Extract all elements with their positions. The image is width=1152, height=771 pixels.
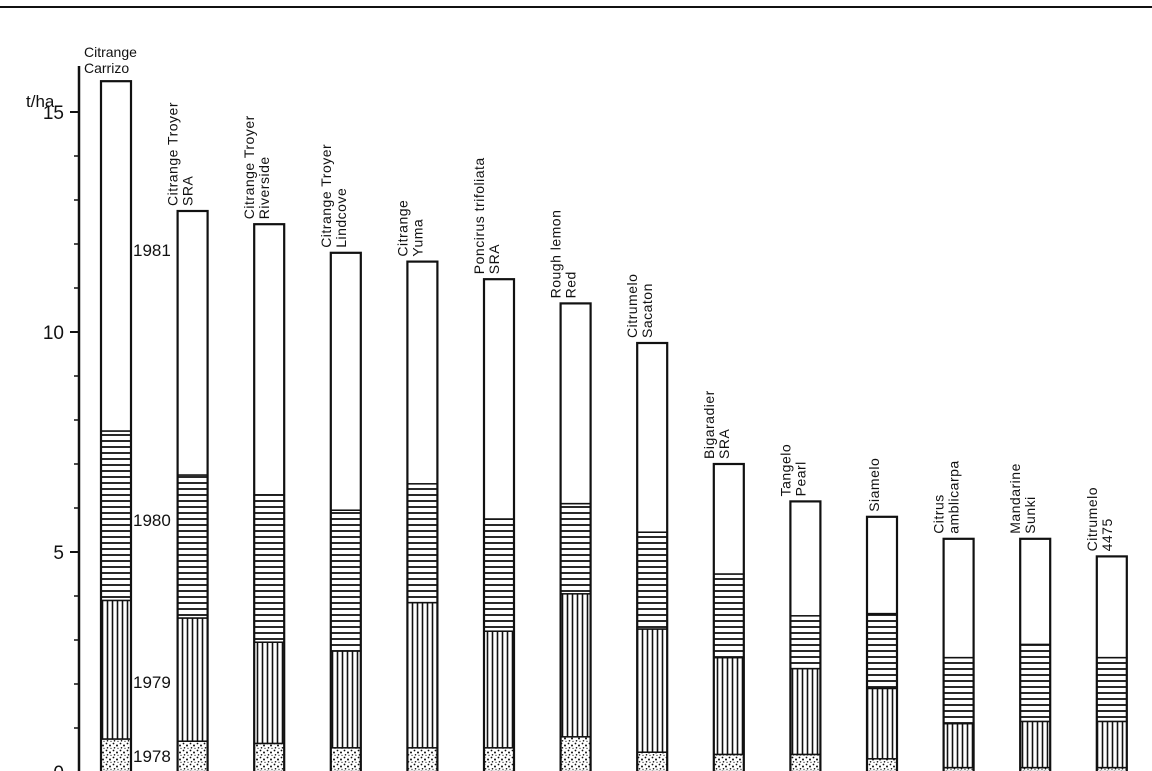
bar-segment-1981 [483,278,515,520]
y-tick-label: 5 [53,543,64,564]
bar-outline [253,223,286,771]
bar-segment-1981 [789,500,822,617]
bar-segment-1980 [1019,643,1051,723]
bar-segment-1978 [559,736,592,771]
bar-segment-1978 [713,753,745,771]
bar-outline [1095,555,1128,771]
bar-segment-1980 [330,509,362,652]
category-label: Citrumelo4475 [1084,487,1115,551]
bar-segment-1978 [100,738,132,771]
series-label-1979: 1979 [133,673,171,692]
bar-outline [176,209,209,771]
category-label: Citrange TroyerLindcove [318,144,349,248]
category-label: TangeloPearl [777,444,808,497]
bar-segment-1979 [176,617,209,742]
bar-segment-1979 [942,722,975,769]
bar-segment-1981 [713,463,745,575]
bar-segment-1979 [866,687,898,760]
bar-segment-1979 [483,630,515,749]
bar-outline [406,260,439,771]
bar-segment-1980 [100,430,132,602]
bar-segment-1981 [559,302,592,505]
y-tick-label: 10 [43,323,64,344]
category-label: Siamelo [866,458,882,512]
bar-segment-1981 [1019,538,1051,646]
bar-segment-1981 [866,516,898,615]
bar-outline [789,500,822,771]
bar-segment-1980 [406,483,439,604]
bar-segment-1978 [330,747,362,771]
bar-segment-1980 [636,531,668,630]
category-label: MandarineSunki [1007,463,1038,534]
bar-segment-1981 [942,538,975,659]
bar-segment-1981 [406,260,439,485]
series-label-1978: 1978 [133,747,171,766]
category-labels: Citrange Carrizo Citrange TroyerSRA Citrang… [84,44,1115,551]
bar-segment-1979 [636,628,668,753]
bar-segment-1980 [713,573,745,659]
bar-segment-1979 [559,593,592,738]
y-tick-label: 15 [43,103,64,124]
bar-segment-1979 [1096,720,1128,769]
series-label-1980: 1980 [133,511,171,530]
bar-segment-1980 [1096,656,1128,723]
bar-segment-1978 [789,753,822,771]
bar-segment-1981 [176,210,209,476]
bar-segment-1978 [483,747,515,771]
category-label: Citrange TroyerRiverside [241,115,272,219]
bar-outline [712,462,745,771]
category-label: Poncirus trifoliataSRA [471,157,502,274]
bar-outline [865,515,899,771]
bar-segment-1981 [1096,555,1128,659]
bar-segment-1981 [253,223,285,496]
bar-segment-1980 [176,474,209,619]
bar-segment-1979 [100,599,132,740]
series-labels: 1981 1980 1979 1978 [133,241,171,766]
category-label: CitrumeloSacaton [624,274,655,338]
category-label: Citrange TroyerSRA [165,102,196,206]
category-label: CitrangeYuma [394,200,425,257]
bar-segment-1981 [330,252,362,511]
y-axis-unit-label: t/ha [26,92,55,111]
y-tick-label: 0 [53,763,64,771]
category-label: BigaradierSRA [701,390,732,459]
bar-segment-1980 [942,656,975,725]
bar-outline [482,278,516,771]
category-label: Citrusamblicarpa [931,460,962,533]
bar-outline [99,80,133,771]
bar-segment-1978 [636,751,668,771]
bar-segment-1979 [789,667,822,756]
bar-segment-1981 [636,342,668,533]
bar-segment-1979 [253,641,285,745]
bar-segment-1979 [1019,720,1051,769]
bar-segment-1978 [406,747,439,771]
category-label: Citrange Carrizo [84,44,137,76]
bars [99,80,1128,771]
category-label: Rough lemonRed [548,210,579,299]
bar-segment-1979 [330,650,362,749]
bar-segment-1980 [483,518,515,632]
y-axis-ticks: 0 5 10 15 [43,103,79,771]
bar-segment-1979 [406,601,439,749]
bar-segment-1980 [559,502,592,595]
bar-outline [636,341,669,771]
bar-outline [942,537,975,771]
bar-segment-1981 [100,80,132,432]
bar-outline [559,302,592,771]
series-label-1981: 1981 [133,241,171,260]
bar-segment-1980 [866,612,898,690]
bar-segment-1978 [866,758,898,771]
bar-segment-1978 [253,742,285,771]
bar-segment-1979 [713,656,745,756]
bar-segment-1980 [789,615,822,670]
bar-outline [329,251,362,771]
bar-segment-1978 [176,740,209,771]
bar-outline [1019,537,1052,771]
bar-segment-1980 [253,494,285,643]
